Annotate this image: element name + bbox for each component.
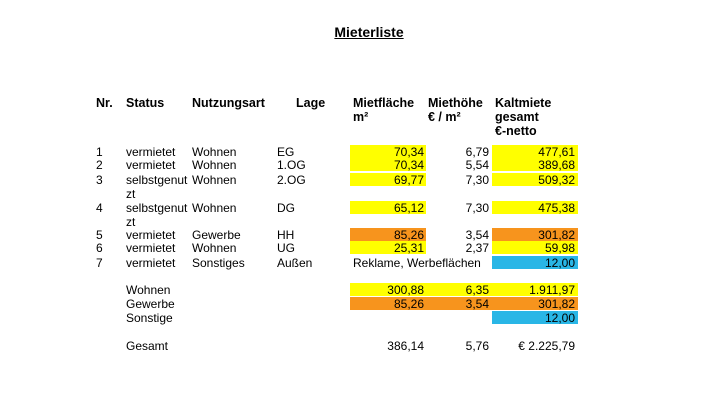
total: € 2.225,79 xyxy=(518,339,575,353)
area: 386,14 xyxy=(387,339,424,353)
rate: 3,54 xyxy=(465,297,489,311)
column-header: Mietfläche xyxy=(353,96,415,110)
cell-fill xyxy=(492,173,578,186)
row-number: 6 xyxy=(96,241,103,255)
column-header: €-netto xyxy=(495,124,537,138)
grand-total-label: Gesamt xyxy=(126,339,169,353)
total: 301,82 xyxy=(538,228,575,242)
status: vermietet xyxy=(126,145,176,159)
area: 25,31 xyxy=(393,241,424,255)
cell-fill xyxy=(350,241,426,254)
summary-label: Gewerbe xyxy=(126,297,175,311)
rate: 5,54 xyxy=(465,158,489,172)
row-number: 2 xyxy=(96,158,103,172)
row-number: 1 xyxy=(96,145,103,159)
column-header: Kaltmiete xyxy=(495,96,552,110)
total: 477,61 xyxy=(538,145,575,159)
usage: Sonstiges xyxy=(192,256,245,270)
cell-fill xyxy=(492,241,578,254)
column-header: gesamt xyxy=(495,110,539,124)
summary-label: Sonstige xyxy=(126,311,173,325)
usage: Wohnen xyxy=(192,241,237,255)
row-number: 7 xyxy=(96,256,103,270)
status: vermietet xyxy=(126,228,176,242)
status: vermietet xyxy=(126,158,176,172)
column-header: Nr. xyxy=(96,96,113,110)
floor: HH xyxy=(277,228,295,242)
total: 475,38 xyxy=(538,201,575,215)
floor: DG xyxy=(277,201,295,215)
status: vermietet xyxy=(126,256,176,270)
column-header: € / m² xyxy=(428,110,461,124)
area: 69,77 xyxy=(393,173,424,187)
cell-fill xyxy=(350,158,426,171)
cell-fill xyxy=(350,297,578,310)
usage: Wohnen xyxy=(192,173,237,187)
usage: Gewerbe xyxy=(192,228,241,242)
area: 65,12 xyxy=(393,201,424,215)
summary-label: Wohnen xyxy=(126,283,171,297)
column-header: Status xyxy=(126,96,165,110)
total: 12,00 xyxy=(544,311,575,325)
row-number: 3 xyxy=(96,173,103,187)
row-number: 5 xyxy=(96,228,103,242)
status: selbstgenutzt xyxy=(126,173,188,201)
total: 59,98 xyxy=(544,241,575,255)
area: 300,88 xyxy=(387,283,424,297)
floor: UG xyxy=(277,241,295,255)
column-header: Miethöhe xyxy=(428,96,483,110)
status: vermietet xyxy=(126,241,176,255)
cell-fill xyxy=(492,311,578,324)
cell-fill xyxy=(350,283,578,296)
usage: Wohnen xyxy=(192,145,237,159)
rate: 7,30 xyxy=(465,173,489,187)
column-header: m² xyxy=(353,110,369,124)
rate: 5,76 xyxy=(465,339,489,353)
cell-fill xyxy=(350,201,426,214)
cell-fill xyxy=(492,158,578,171)
status: selbstgenutzt xyxy=(126,201,188,229)
note: Reklame, Werbeflächen xyxy=(353,256,481,270)
area: 70,34 xyxy=(393,145,424,159)
column-header: Lage xyxy=(296,96,326,110)
total: 301,82 xyxy=(538,297,575,311)
row-number: 4 xyxy=(96,201,103,215)
floor: 1.OG xyxy=(277,158,306,172)
total: 509,32 xyxy=(538,173,575,187)
cell-fill xyxy=(350,173,426,186)
floor: 2.OG xyxy=(277,173,306,187)
total: 1.911,97 xyxy=(529,283,575,297)
usage: Wohnen xyxy=(192,201,237,215)
title: Mieterliste xyxy=(334,24,404,40)
cell-fill xyxy=(492,228,578,241)
cell-fill xyxy=(492,145,578,158)
rate: 6,79 xyxy=(465,145,489,159)
total: 12,00 xyxy=(544,256,575,270)
total: 389,68 xyxy=(538,158,575,172)
rate: 7,30 xyxy=(465,201,489,215)
area: 85,26 xyxy=(393,297,424,311)
area: 70,34 xyxy=(393,158,424,172)
cell-fill xyxy=(492,256,578,269)
usage: Wohnen xyxy=(192,158,237,172)
rate: 3,54 xyxy=(465,228,489,242)
area: 85,26 xyxy=(393,228,424,242)
rate: 6,35 xyxy=(465,283,489,297)
floor: Außen xyxy=(277,256,313,270)
column-header: Nutzungsart xyxy=(192,96,265,110)
rate: 2,37 xyxy=(465,241,489,255)
cell-fill xyxy=(492,201,578,214)
cell-fill xyxy=(350,145,426,158)
floor: EG xyxy=(277,145,295,159)
cell-fill xyxy=(350,228,426,241)
